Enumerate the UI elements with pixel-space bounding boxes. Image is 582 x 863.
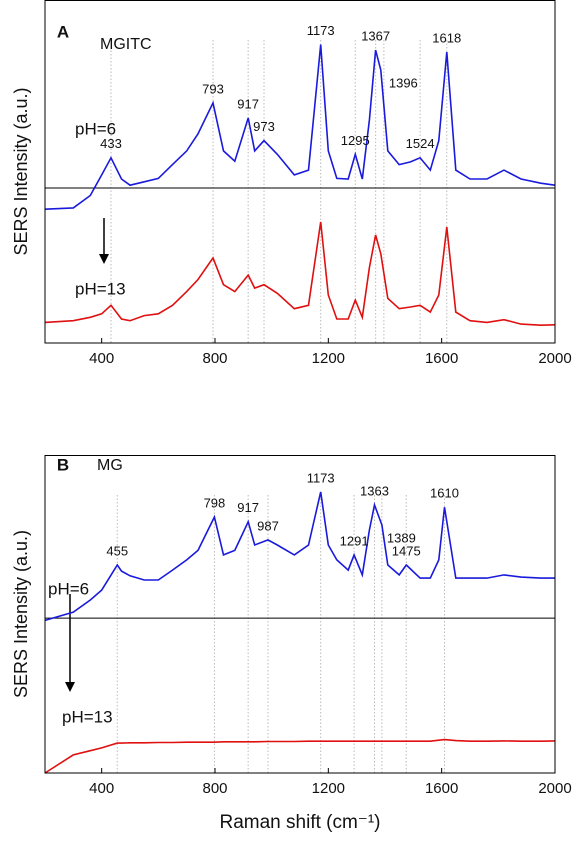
- legend-label: pH=6: [48, 579, 89, 598]
- x-tick-label: 2000: [538, 350, 571, 367]
- peak-label: 987: [257, 518, 279, 533]
- peak-label: 973: [253, 119, 275, 134]
- x-tick-label: 1600: [425, 780, 458, 797]
- x-tick-label: 800: [202, 780, 227, 797]
- chart-title: MG: [97, 457, 123, 474]
- x-tick-label: 400: [89, 780, 114, 797]
- spectrum-line: [44, 491, 555, 622]
- x-tick-label: 800: [202, 350, 227, 367]
- panel-label: A: [57, 22, 69, 41]
- spectrum-line: [44, 44, 556, 210]
- arrow-head: [99, 254, 109, 264]
- peak-label: 455: [106, 543, 128, 558]
- peak-label: 917: [237, 96, 259, 111]
- peak-label: 1173: [307, 470, 335, 485]
- peak-label: 1389: [387, 530, 416, 545]
- peak-label: 1610: [430, 486, 459, 501]
- x-tick-label: 1600: [425, 350, 458, 367]
- spectrum-line: [44, 221, 556, 327]
- x-tick-label: 1200: [312, 780, 345, 797]
- x-tick-label: 400: [89, 350, 114, 367]
- plot-frame: [44, 455, 556, 774]
- y-axis-label: SERS Intensity (a.u.): [11, 87, 31, 255]
- arrow-head: [65, 682, 75, 692]
- peak-label: 1618: [432, 31, 461, 46]
- y-axis-label: SERS Intensity (a.u.): [11, 530, 31, 698]
- peak-label: 917: [237, 500, 259, 515]
- panel-label: B: [57, 455, 69, 474]
- peak-label: 1295: [341, 133, 370, 148]
- legend-label: pH=13: [62, 707, 113, 726]
- x-tick-label: 1200: [312, 350, 345, 367]
- peak-label: 1291: [340, 533, 369, 548]
- peak-label: 1363: [360, 483, 389, 498]
- peak-label: 1173: [307, 23, 335, 38]
- chart-title: MGITC: [100, 36, 152, 53]
- peak-label: 1367: [361, 29, 390, 44]
- x-tick-label: 2000: [538, 780, 571, 797]
- spectrum-line: [44, 738, 556, 774]
- legend-label: pH=6: [75, 119, 116, 138]
- plot-frame: [44, 0, 556, 344]
- peak-label: 433: [100, 136, 122, 151]
- peak-label: 793: [202, 81, 224, 96]
- peak-label: 1524: [406, 136, 435, 151]
- peak-label: 798: [204, 495, 226, 510]
- peak-label: 1475: [392, 543, 421, 558]
- x-axis-label: Raman shift (cm⁻¹): [220, 812, 381, 833]
- peak-label: 1396: [389, 75, 418, 90]
- legend-label: pH=13: [75, 279, 126, 298]
